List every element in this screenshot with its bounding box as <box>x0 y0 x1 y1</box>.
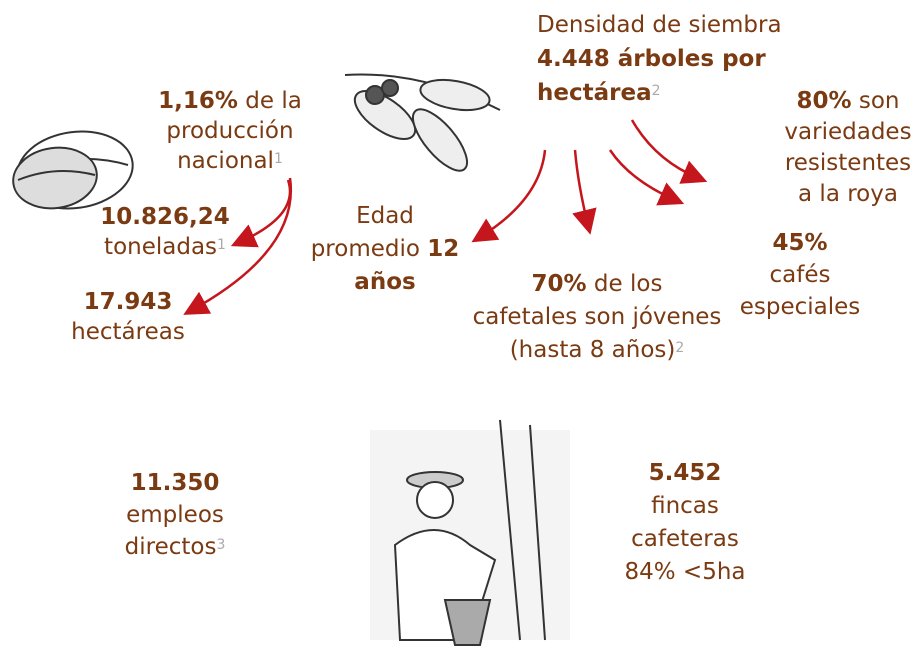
stat-value: 11.350 <box>130 470 220 496</box>
stat-text: Edad <box>356 203 414 229</box>
stat-text: son <box>858 88 900 114</box>
stat-value: años <box>354 269 416 295</box>
stat-value: 4.448 árboles por <box>537 46 766 72</box>
stat-text: Densidad de siembra <box>537 12 782 38</box>
footnote: 2 <box>675 340 685 356</box>
stat-value: 10.826,24 <box>100 204 230 230</box>
footnote: 1 <box>217 237 226 253</box>
stat-text: variedades <box>784 119 912 145</box>
stat-value: 45% <box>772 230 828 256</box>
coffee-beans <box>12 130 134 210</box>
stat-text: resistentes <box>784 150 912 176</box>
stat-text: a la roya <box>798 181 898 207</box>
stat-value: 5.452 <box>648 460 722 486</box>
stat-text: cafés <box>769 262 831 288</box>
stat-value: 17.943 <box>83 289 173 315</box>
arrows <box>183 119 708 315</box>
stat-area: 17.943 hectáreas <box>28 287 228 347</box>
stat-text: (hasta 8 años) <box>509 337 676 363</box>
stat-value: 70% <box>531 271 587 297</box>
stat-value: 12 <box>427 236 460 262</box>
stat-text: producción <box>166 118 294 144</box>
footnote: 3 <box>216 537 226 553</box>
stat-value: hectárea <box>537 80 652 106</box>
stat-text: empleos <box>126 502 224 528</box>
stat-resistant: 80% son variedades resistentes a la roya <box>768 86 916 210</box>
stat-density: Densidad de siembra 4.448 árboles por he… <box>537 8 782 110</box>
stat-text: 84% <5ha <box>624 559 746 585</box>
stat-value: 80% <box>796 88 852 114</box>
stat-text: promedio <box>310 236 420 262</box>
stat-text: hectáreas <box>71 319 185 345</box>
stat-age: Edad promedio 12 años <box>295 200 475 299</box>
stat-text: especiales <box>739 294 861 320</box>
stat-text: nacional <box>177 148 274 174</box>
stat-special: 45% cafés especiales <box>730 227 870 323</box>
stat-text: cafeteras <box>631 526 739 552</box>
stat-text: directos <box>124 534 217 560</box>
stat-text: cafetales son jóvenes <box>472 304 722 330</box>
farmer <box>370 419 570 646</box>
stat-value: 1,16% <box>158 88 238 114</box>
stat-text: toneladas <box>104 234 218 260</box>
footnote: 1 <box>273 151 283 167</box>
stat-production: 1,16% de la producción nacional1 <box>130 86 330 176</box>
stat-tons: 10.826,24 toneladas1 <box>65 202 265 262</box>
stat-young: 70% de los cafetales son jóvenes (hasta … <box>457 268 737 367</box>
footnote: 2 <box>651 83 661 99</box>
stat-farms: 5.452 fincas cafeteras 84% <5ha <box>605 457 765 589</box>
coffee-branch <box>344 73 501 172</box>
stat-text: fincas <box>651 493 719 519</box>
stat-text: de la <box>245 88 302 114</box>
stat-jobs: 11.350 empleos directos3 <box>95 467 255 563</box>
stat-text: de los <box>593 271 663 297</box>
